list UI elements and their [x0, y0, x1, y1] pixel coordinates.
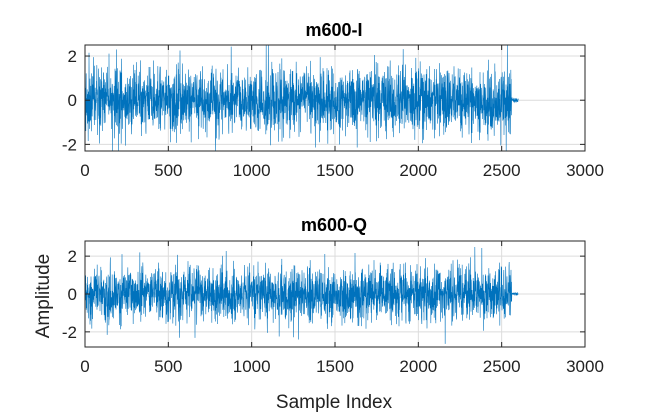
subplot-i-signal [85, 45, 519, 151]
x-tick-label: 3000 [566, 161, 604, 180]
y-tick-label: -2 [62, 323, 77, 342]
x-tick-label: 500 [154, 357, 182, 376]
y-tick-label: -2 [62, 135, 77, 154]
x-tick-label: 500 [154, 161, 182, 180]
x-tick-label: 1000 [233, 357, 271, 376]
subplot-i-title: m600-I [305, 20, 362, 40]
signal-line [85, 247, 519, 344]
x-tick-label: 1500 [316, 161, 354, 180]
y-axis-label: Amplitude [33, 254, 54, 339]
x-tick-label: 0 [80, 161, 89, 180]
subplot-i-tick-labels: 0 500 1000 1500 2000 2500 3000-202 [62, 47, 604, 180]
subplot-q-title: m600-Q [301, 215, 367, 235]
y-tick-label: 2 [68, 47, 77, 66]
y-tick-label: 0 [68, 285, 77, 304]
x-tick-label: 2500 [483, 357, 521, 376]
x-axis-label: Sample Index [276, 392, 393, 413]
x-tick-label: 1000 [233, 161, 271, 180]
x-tick-label: 2000 [399, 357, 437, 376]
x-tick-label: 2500 [483, 161, 521, 180]
signal-line [85, 45, 519, 151]
y-tick-label: 2 [68, 247, 77, 266]
subplot-q-ticks [84, 241, 586, 347]
subplot-i-ticks [84, 45, 586, 151]
x-tick-label: 2000 [399, 161, 437, 180]
subplot-q: m600-Q 0 500 1000 1500 2000 2500 3000-202 [62, 215, 604, 376]
y-tick-label: 0 [68, 91, 77, 110]
x-tick-label: 3000 [566, 357, 604, 376]
x-tick-label: 1500 [316, 357, 354, 376]
x-tick-label: 0 [80, 357, 89, 376]
subplot-q-signal [85, 247, 519, 344]
subplot-i: m600-I 0 500 1000 1500 2000 2500 3000-202 [62, 20, 604, 180]
subplot-q-tick-labels: 0 500 1000 1500 2000 2500 3000-202 [62, 247, 604, 376]
